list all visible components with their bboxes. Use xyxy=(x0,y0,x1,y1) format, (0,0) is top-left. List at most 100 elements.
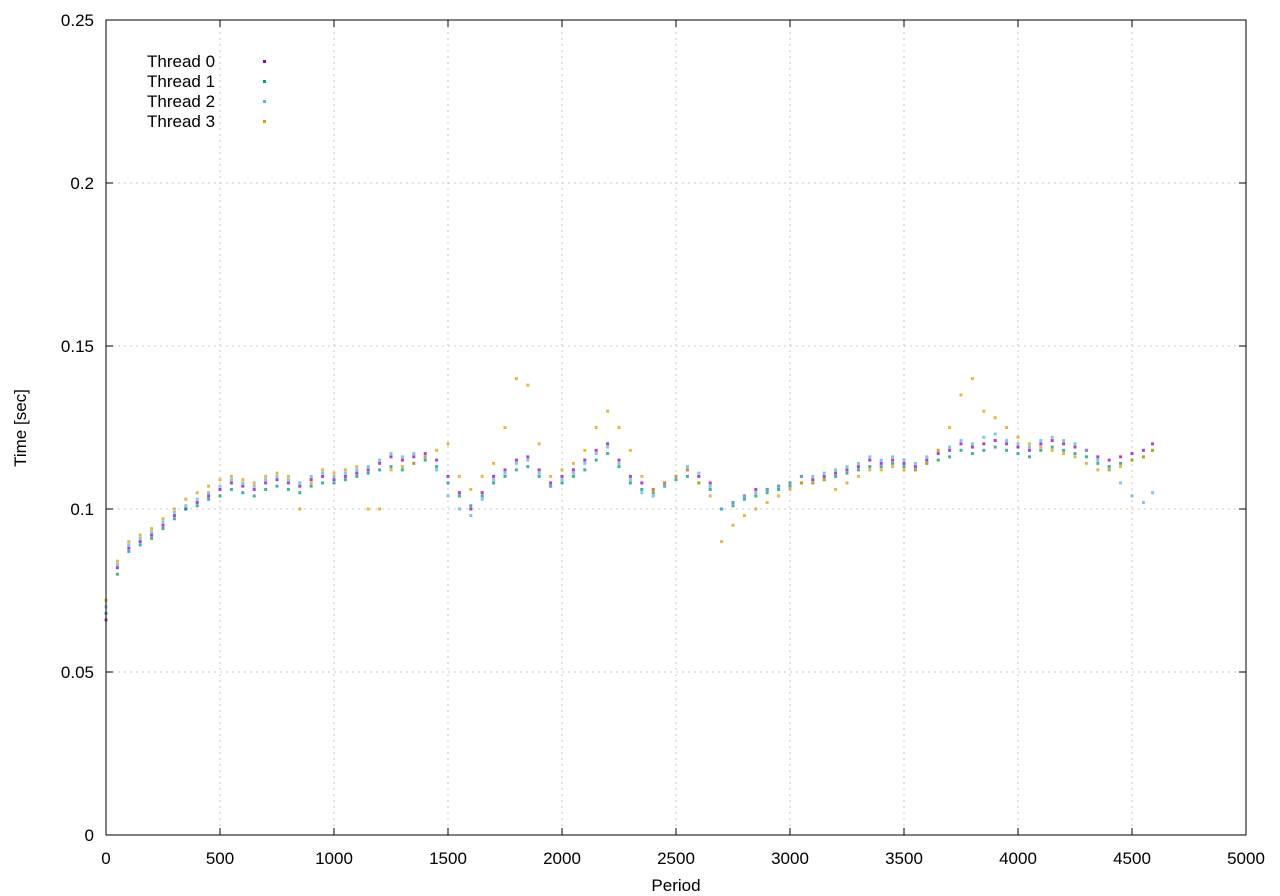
data-point xyxy=(526,458,530,462)
data-point xyxy=(264,487,268,491)
data-point xyxy=(400,465,404,469)
data-point xyxy=(1027,448,1031,452)
x-tick-label: 2500 xyxy=(657,849,695,868)
data-point xyxy=(264,474,268,478)
data-point xyxy=(309,484,313,488)
data-point xyxy=(1050,445,1054,449)
data-point xyxy=(879,461,883,465)
data-point xyxy=(184,504,188,508)
legend-label: Thread 2 xyxy=(147,92,215,111)
data-point xyxy=(674,478,678,482)
data-point xyxy=(777,494,781,498)
data-point xyxy=(891,455,895,459)
data-point xyxy=(856,474,860,478)
x-tick-label: 3000 xyxy=(771,849,809,868)
data-point xyxy=(138,533,142,537)
data-point xyxy=(594,458,598,462)
data-point xyxy=(378,468,382,472)
data-point xyxy=(811,474,815,478)
data-point xyxy=(936,448,940,452)
data-point xyxy=(355,474,359,478)
plot-frame xyxy=(105,19,1247,836)
data-point xyxy=(617,461,621,465)
data-point xyxy=(503,426,507,429)
data-point xyxy=(526,383,530,387)
data-point xyxy=(948,445,952,449)
data-point xyxy=(195,500,199,504)
data-point xyxy=(207,484,211,488)
data-point xyxy=(492,478,496,482)
series-thread-1 xyxy=(104,445,1155,615)
data-point xyxy=(298,484,302,488)
data-point xyxy=(1151,491,1155,495)
data-point xyxy=(275,474,279,478)
data-point xyxy=(948,426,952,429)
data-point xyxy=(970,445,974,449)
x-tick-label: 4000 xyxy=(999,849,1037,868)
data-point xyxy=(891,465,895,469)
data-point xyxy=(640,487,644,491)
data-point xyxy=(412,452,416,456)
data-point xyxy=(583,468,587,472)
data-point xyxy=(617,458,621,462)
data-point xyxy=(115,562,119,566)
data-point xyxy=(948,455,952,459)
data-point xyxy=(184,497,188,501)
data-point xyxy=(127,540,131,544)
data-point xyxy=(1005,439,1009,443)
data-point xyxy=(229,487,233,491)
data-point xyxy=(1141,448,1145,452)
data-point xyxy=(1073,452,1077,456)
data-point xyxy=(492,461,496,465)
data-point xyxy=(765,500,769,504)
data-point xyxy=(1119,465,1123,469)
data-point xyxy=(1084,448,1088,452)
x-tick-label: 1000 xyxy=(315,849,353,868)
data-point xyxy=(332,481,336,485)
series-thread-2 xyxy=(104,432,1155,609)
data-point xyxy=(788,484,792,488)
data-point xyxy=(286,474,290,478)
data-point xyxy=(514,461,518,465)
data-point xyxy=(1107,465,1111,469)
data-point xyxy=(788,487,792,491)
data-point xyxy=(697,474,701,478)
data-point xyxy=(1084,461,1088,465)
data-point xyxy=(742,497,746,501)
data-point xyxy=(241,484,245,488)
data-point xyxy=(948,448,952,452)
data-point xyxy=(378,507,382,511)
data-point xyxy=(423,452,427,456)
data-point xyxy=(720,507,724,511)
data-point xyxy=(286,481,290,485)
data-point xyxy=(1050,448,1054,452)
data-point xyxy=(150,536,154,540)
data-point xyxy=(492,474,496,478)
data-point xyxy=(480,474,484,478)
data-point xyxy=(1130,452,1134,456)
data-point xyxy=(685,468,689,472)
data-point xyxy=(138,543,142,547)
data-point xyxy=(457,474,461,478)
x-tick-label: 4500 xyxy=(1113,849,1151,868)
data-point xyxy=(150,527,154,531)
data-point xyxy=(1005,442,1009,446)
data-point xyxy=(1119,461,1123,465)
x-axis-label: Period xyxy=(651,876,700,895)
data-point xyxy=(1096,461,1100,465)
data-point xyxy=(127,549,131,553)
data-point xyxy=(378,461,382,465)
data-point xyxy=(891,461,895,465)
data-point xyxy=(457,491,461,495)
data-point xyxy=(606,442,610,446)
data-point xyxy=(1016,445,1020,449)
data-point xyxy=(902,461,906,465)
data-point xyxy=(172,517,176,521)
legend-marker xyxy=(263,60,266,63)
data-point xyxy=(1005,448,1009,452)
data-point xyxy=(1050,435,1054,439)
data-point xyxy=(332,478,336,482)
data-point xyxy=(172,510,176,514)
